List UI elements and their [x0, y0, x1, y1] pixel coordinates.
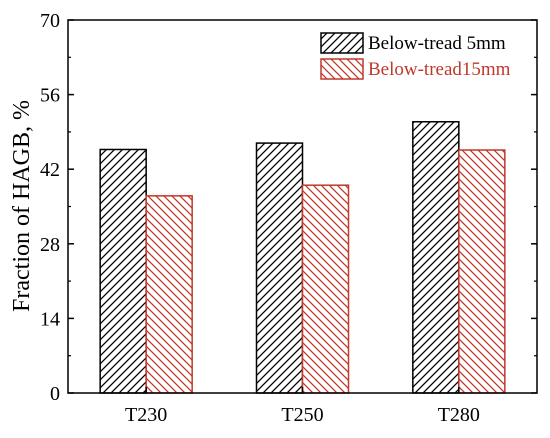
x-tick-label: T230 — [125, 404, 167, 426]
x-tick-label: T280 — [438, 404, 480, 426]
y-tick-label: 42 — [40, 159, 60, 181]
bar-t280-series-2 — [458, 149, 506, 394]
legend-swatch — [320, 32, 364, 54]
bar-t230-series-1 — [99, 148, 147, 394]
y-tick-label: 0 — [50, 383, 60, 405]
bar-t250-series-2 — [301, 184, 350, 394]
bars-group — [99, 121, 506, 394]
y-axis-label: Fraction of HAGB, % — [9, 100, 35, 312]
x-tick-label: T250 — [281, 404, 323, 426]
y-axis: 0 14 28 42 56 70 — [40, 10, 537, 405]
legend-label: Below-tread 5mm — [368, 33, 506, 54]
bar-t250-series-1 — [255, 142, 304, 394]
bar-t280-series-1 — [412, 121, 460, 394]
y-tick-label: 70 — [40, 10, 60, 32]
y-tick-label: 56 — [40, 85, 60, 107]
bar-t230-series-2 — [145, 195, 193, 394]
legend-label: Below-tread15mm — [368, 59, 511, 80]
y-tick-label: 28 — [40, 234, 60, 256]
y-tick-label: 14 — [40, 308, 60, 330]
legend-swatch — [320, 58, 364, 80]
x-axis: T230 T250 T280 — [125, 387, 480, 426]
legend: Below-tread 5mm Below-tread15mm — [320, 32, 511, 80]
